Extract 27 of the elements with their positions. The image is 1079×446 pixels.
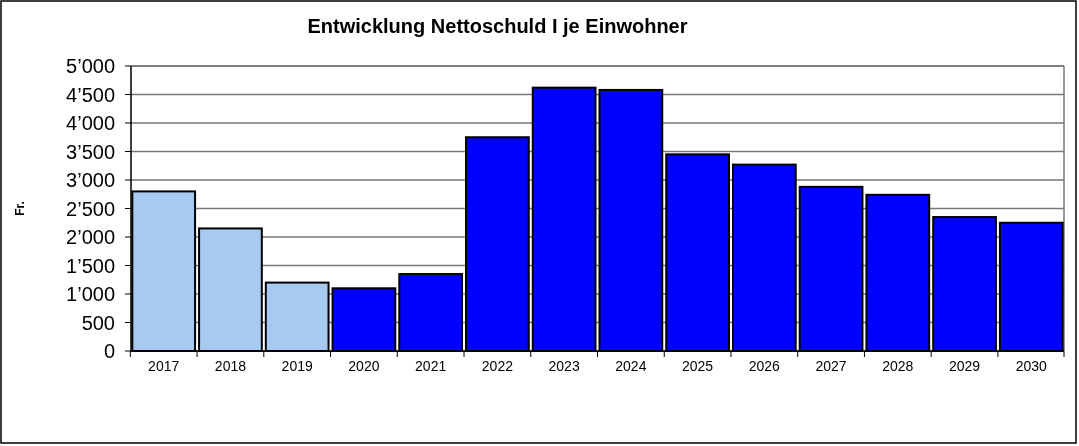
x-tick-label: 2025	[682, 358, 714, 374]
chart-title: Entwicklung Nettoschuld I je Einwohner	[307, 15, 688, 37]
x-tick-label: 2024	[615, 358, 647, 374]
x-tick-label: 2029	[948, 358, 981, 374]
y-tick-label: 1’500	[66, 254, 115, 277]
x-tick-label: 2019	[281, 358, 313, 374]
y-tick-label: 4’500	[66, 83, 115, 106]
x-tick-label: 2026	[748, 358, 781, 374]
y-tick-label: 3’000	[66, 169, 115, 191]
x-tick-label: 2021	[415, 358, 447, 374]
x-tick-label: 2028	[882, 358, 914, 374]
x-tick-label: 2027	[815, 358, 847, 374]
y-tick-label: 2’500	[66, 197, 115, 220]
y-tick-label: 5’000	[66, 55, 115, 77]
y-tick-label: 2’000	[66, 226, 115, 248]
x-tick-label: 2022	[481, 358, 514, 374]
x-tick-label: 2023	[548, 358, 580, 374]
y-axis-title: Fr.	[13, 201, 27, 216]
x-tick-label: 2030	[1015, 358, 1048, 374]
y-tick-label: 0	[103, 340, 115, 362]
x-tick-label: 2018	[214, 358, 247, 374]
y-tick-label: 3’500	[66, 140, 115, 163]
x-tick-label: 2020	[348, 358, 380, 374]
y-tick-label: 500	[81, 311, 115, 334]
y-tick-label: 1’000	[66, 283, 115, 305]
x-tick-label: 2017	[148, 358, 180, 374]
y-tick-label: 4’000	[66, 112, 115, 134]
